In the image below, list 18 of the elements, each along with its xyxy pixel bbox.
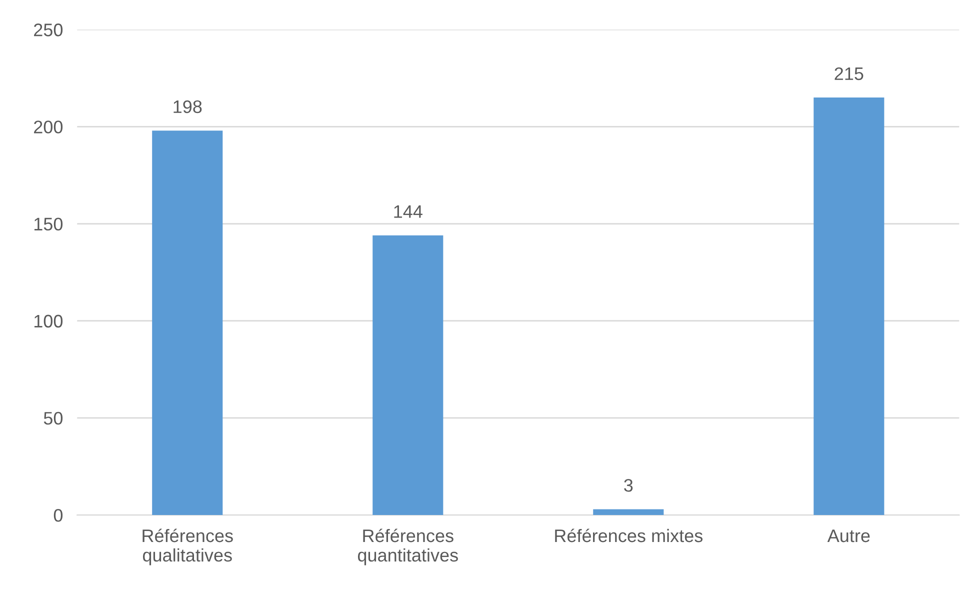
data-label: 144 <box>394 205 422 218</box>
x-tick-label: Autre <box>827 530 870 542</box>
y-tick-label: 150 <box>34 218 63 230</box>
bar <box>152 130 223 516</box>
y-tick-label: 0 <box>54 508 63 522</box>
x-tick-label: Références mixtes <box>555 528 703 542</box>
data-label: 198 <box>174 100 202 114</box>
data-label: 215 <box>834 67 864 80</box>
x-tick-label: Références quantitatives <box>358 528 458 566</box>
y-tick-label: 250 <box>34 24 63 36</box>
bar <box>814 98 884 516</box>
bar <box>593 509 664 516</box>
bar <box>372 235 444 516</box>
data-label: 3 <box>624 478 633 492</box>
y-tick-label: 100 <box>34 314 63 328</box>
x-tick-label: Références qualitatives <box>142 528 233 566</box>
y-tick-label: 50 <box>44 412 63 425</box>
y-tick-label: 200 <box>34 120 63 134</box>
